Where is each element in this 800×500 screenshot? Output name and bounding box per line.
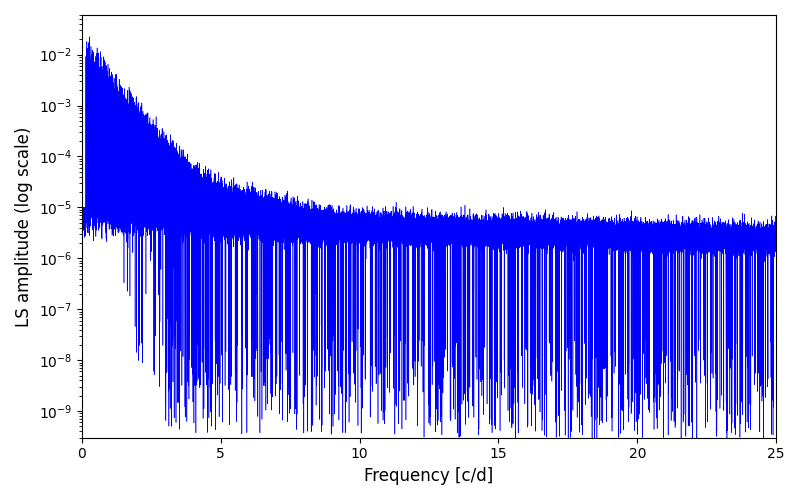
X-axis label: Frequency [c/d]: Frequency [c/d] [364, 467, 494, 485]
Y-axis label: LS amplitude (log scale): LS amplitude (log scale) [15, 126, 33, 326]
